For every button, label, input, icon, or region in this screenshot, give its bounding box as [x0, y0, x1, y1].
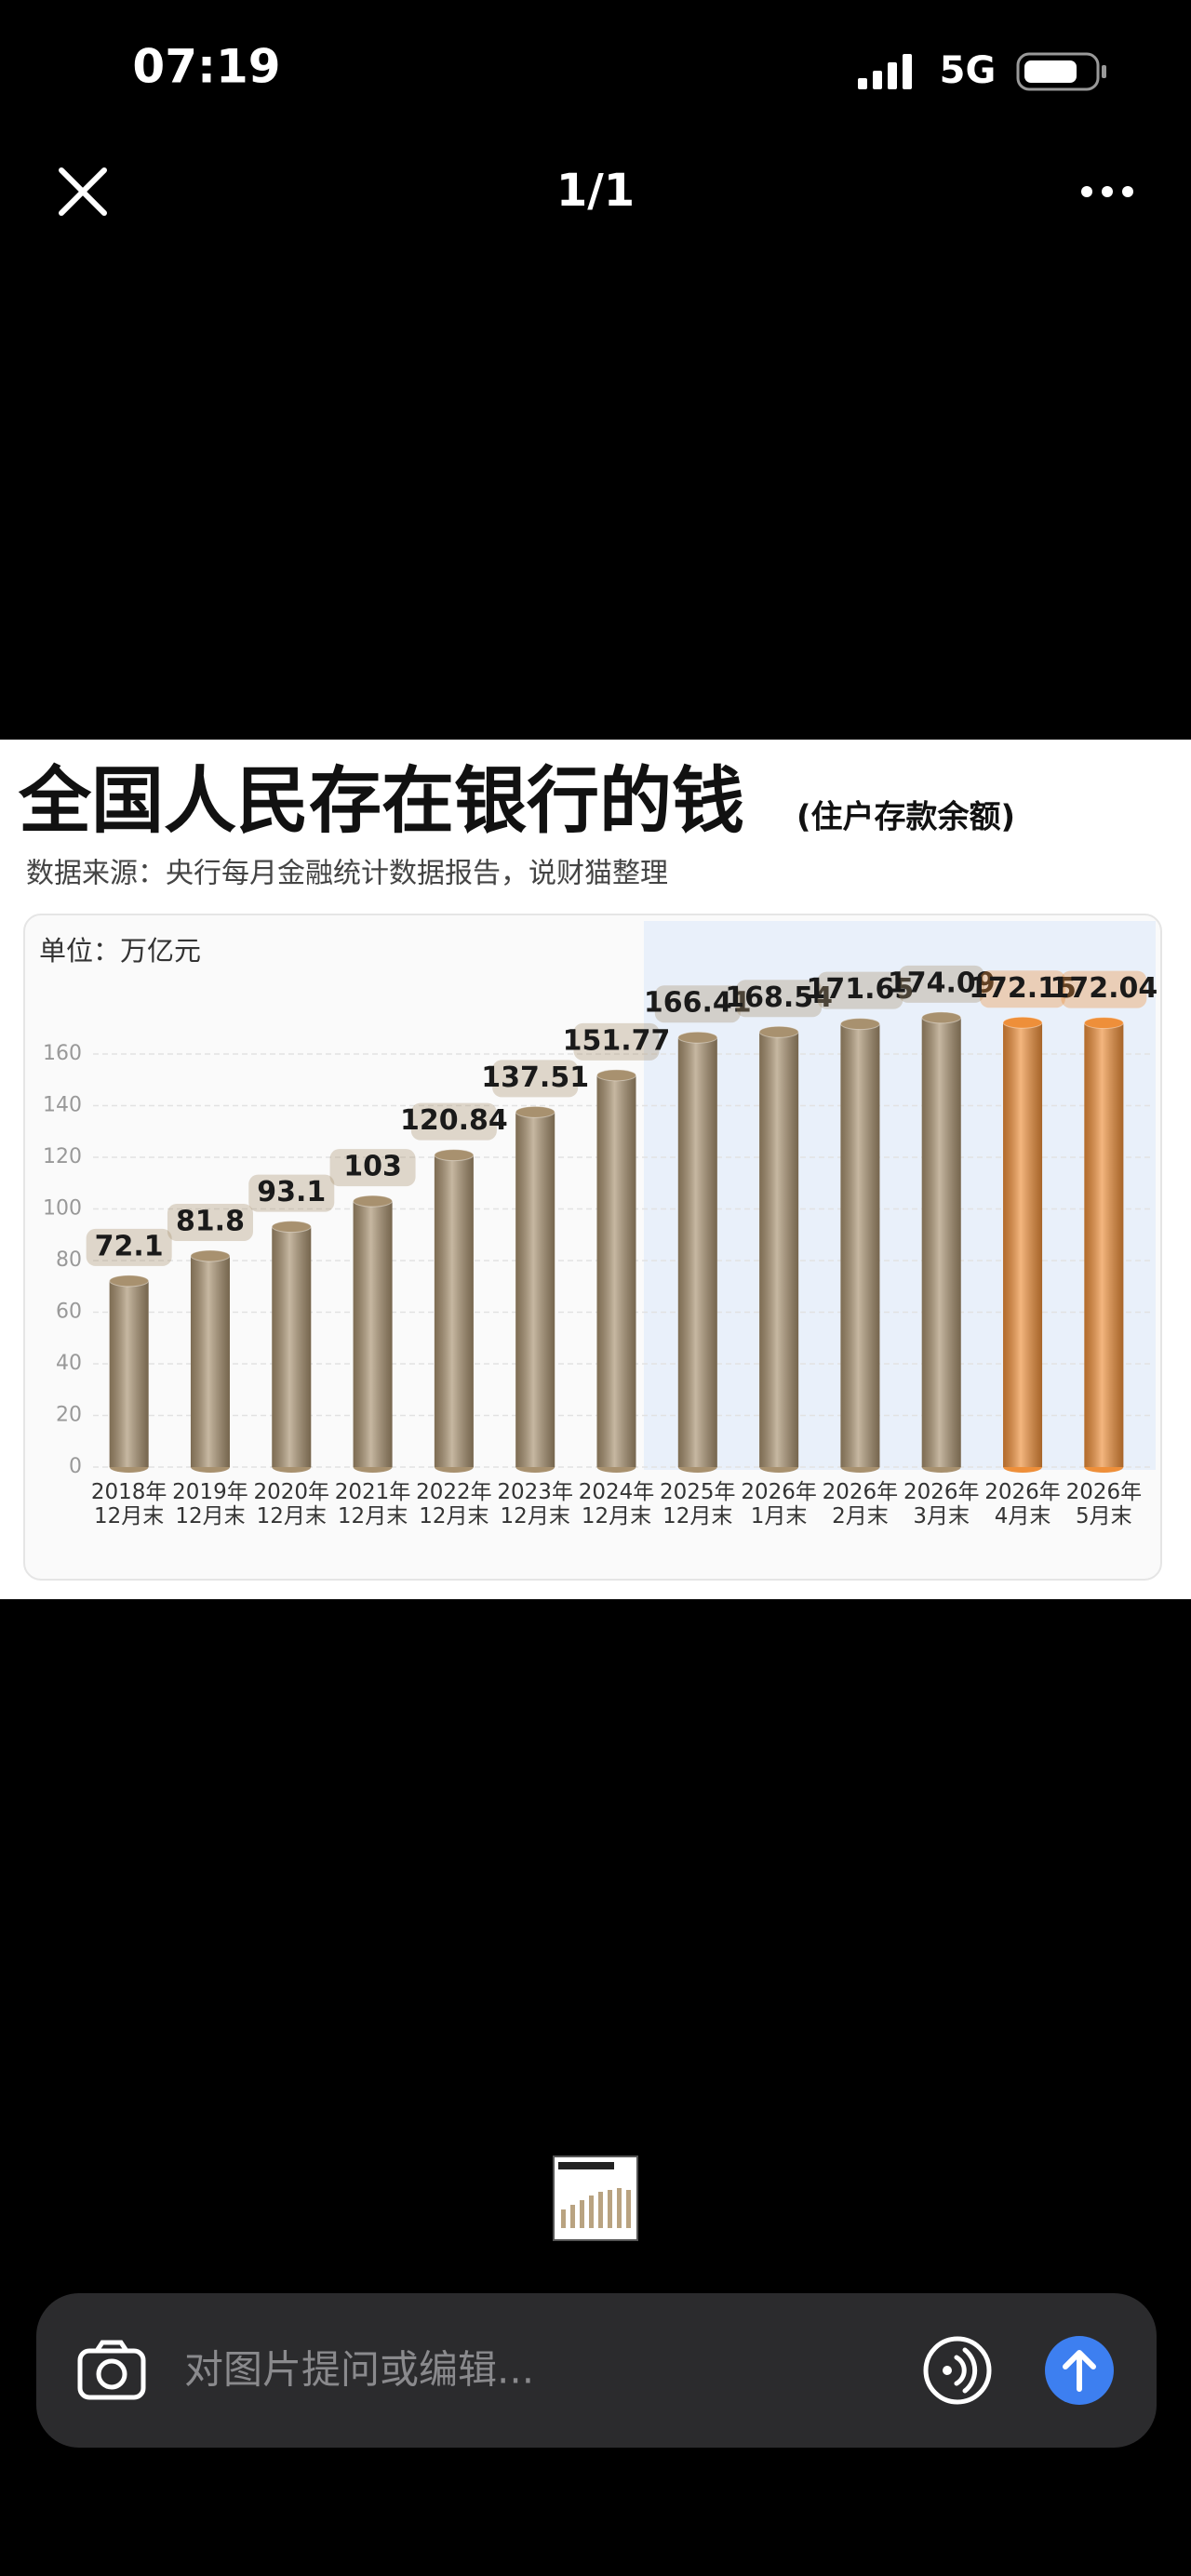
- y-tick-label: 100: [43, 1197, 82, 1221]
- value-label: 172.15: [969, 972, 1077, 1005]
- x-tick-label: 2019年 12月末: [172, 1480, 248, 1528]
- bar-cap: [677, 1031, 718, 1044]
- x-tick-label: 2026年 5月末: [1065, 1480, 1143, 1528]
- bar-shine: [515, 1112, 555, 1467]
- bar-shine: [272, 1226, 312, 1467]
- y-tick-label: 160: [43, 1042, 82, 1065]
- camera-button[interactable]: [77, 2340, 146, 2400]
- chart-title: 全国人民存在银行的钱: [18, 759, 744, 843]
- x-tick-label: 2026年 1月末: [741, 1480, 817, 1528]
- bar-shine: [1003, 1022, 1043, 1467]
- value-label: 137.51: [481, 1061, 589, 1094]
- value-label-box: [980, 970, 1066, 1008]
- x-tick-label: 2020年 12月末: [253, 1480, 330, 1528]
- bar-shine: [434, 1155, 474, 1467]
- value-label: 72.1: [95, 1230, 164, 1262]
- network-label: 5G: [940, 49, 997, 92]
- chart-subtitle: (住户存款余额): [796, 799, 1015, 836]
- value-label: 151.77: [563, 1024, 671, 1057]
- value-label-box: [573, 1022, 660, 1061]
- bar-shine: [840, 1023, 880, 1467]
- page-counter: 1/1: [556, 165, 635, 217]
- voice-button[interactable]: [923, 2336, 992, 2405]
- value-label-box: [736, 980, 823, 1018]
- y-tick-label: 60: [56, 1301, 82, 1324]
- x-tick-label: 2026年 3月末: [903, 1480, 980, 1528]
- bar-cap: [1083, 1017, 1124, 1030]
- value-label: 166.41: [644, 987, 752, 1020]
- y-tick-label: 120: [43, 1145, 82, 1168]
- signal-icon: [858, 54, 912, 89]
- value-label-box: [898, 965, 984, 1003]
- bar-shine: [353, 1201, 393, 1467]
- value-label-box: [248, 1174, 335, 1212]
- send-button[interactable]: [1045, 2336, 1114, 2405]
- value-label-box: [492, 1060, 579, 1098]
- bar-cap: [271, 1221, 312, 1234]
- bar-cap: [596, 1069, 636, 1082]
- value-label: 81.8: [176, 1206, 245, 1238]
- bar-shine: [921, 1017, 961, 1467]
- value-label: 171.65: [807, 973, 915, 1006]
- unit-label: 单位：万亿元: [39, 935, 201, 967]
- highlight-region: [644, 921, 1156, 1470]
- bar-shine: [596, 1074, 636, 1467]
- value-label: 168.54: [725, 981, 833, 1014]
- bar-cap: [758, 1025, 799, 1038]
- x-tick-label: 2021年 12月末: [334, 1480, 411, 1528]
- x-tick-label: 2023年 12月末: [497, 1480, 573, 1528]
- bar-cap: [839, 1018, 880, 1031]
- bar-cap: [109, 1275, 150, 1288]
- chart-source: 数据来源：央行每月金融统计数据报告，说财猫整理: [26, 858, 668, 890]
- y-tick-label: 140: [43, 1094, 82, 1117]
- bar-cap: [353, 1195, 394, 1208]
- y-tick-label: 20: [56, 1404, 82, 1427]
- value-label: 103: [343, 1151, 402, 1183]
- input-bar[interactable]: [36, 2293, 1157, 2448]
- x-tick-label: 2025年 12月末: [660, 1480, 736, 1528]
- bar-cap: [1002, 1016, 1043, 1029]
- value-label: 120.84: [400, 1104, 508, 1137]
- x-tick-label: 2026年 4月末: [984, 1480, 1061, 1528]
- bar-cap: [190, 1249, 231, 1262]
- battery-icon: [1016, 52, 1106, 91]
- x-tick-label: 2022年 12月末: [416, 1480, 492, 1528]
- value-label: 172.04: [1050, 972, 1158, 1005]
- bar-shine: [1084, 1022, 1124, 1467]
- close-button[interactable]: [59, 167, 107, 216]
- bar-shine: [677, 1037, 717, 1467]
- more-button[interactable]: [1081, 186, 1133, 197]
- x-tick-label: 2026年 2月末: [822, 1480, 899, 1528]
- value-label-box: [410, 1102, 497, 1141]
- value-label-box: [167, 1204, 253, 1242]
- value-label-box: [654, 985, 741, 1023]
- input-placeholder[interactable]: 对图片提问或编辑...: [184, 2347, 534, 2393]
- plot: 0 20 40 60 80 100 120 140 160 72.1 81.8 93.1 103 120.…: [43, 965, 1158, 1478]
- bar-cap: [434, 1149, 475, 1162]
- value-label-box: [1061, 970, 1147, 1008]
- value-label-box: [817, 971, 903, 1009]
- y-tick-label: 80: [56, 1248, 82, 1272]
- status-time: 07:19: [132, 40, 280, 94]
- x-tick-label: 2024年 12月末: [578, 1480, 655, 1528]
- y-tick-label: 40: [56, 1352, 82, 1375]
- bar-shine: [759, 1032, 799, 1467]
- bar-shine: [190, 1256, 230, 1467]
- bar-shine: [109, 1280, 149, 1467]
- bar-cap: [515, 1105, 555, 1118]
- value-label: 174.09: [888, 967, 996, 999]
- value-label: 93.1: [257, 1176, 326, 1208]
- value-label-box: [329, 1149, 416, 1187]
- value-label-box: [86, 1228, 172, 1266]
- x-tick-label: 2018年 12月末: [90, 1480, 167, 1528]
- y-tick-label: 0: [69, 1455, 82, 1478]
- bar-cap: [921, 1011, 962, 1024]
- thumbnail[interactable]: [553, 2156, 638, 2241]
